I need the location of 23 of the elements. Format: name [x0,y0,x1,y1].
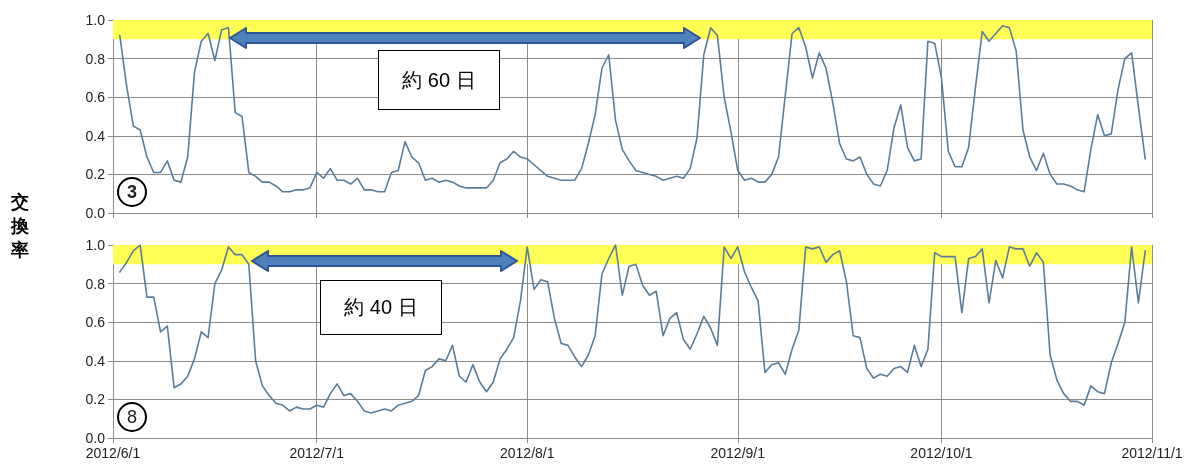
y-tick-label: 0.0 [85,205,106,221]
annotation: 約 60 日 [378,50,500,110]
x-tick-label: 2012/11/1 [1121,445,1183,461]
y-tick-label: 0.2 [85,391,106,408]
text: 3 [117,177,147,207]
y-tick-label: 0.8 [85,275,106,292]
y-tick-label: 0.0 [85,430,106,446]
x-tick-label: 2012/6/1 [85,445,141,461]
x-tick-label: 2012/8/1 [499,445,555,461]
x-tick-label: 2012/9/1 [710,445,766,461]
y-tick-label: 0.8 [85,50,106,67]
text: 8 [117,402,147,432]
y-axis-title: 交換率 [10,190,30,262]
y-tick-label: 0.6 [85,89,106,106]
y-tick-label: 0.6 [85,314,106,331]
y-tick-label: 1.0 [85,12,106,28]
annotation: 約 40 日 [320,280,442,335]
y-tick-label: 1.0 [85,237,106,253]
x-tick-label: 2012/10/1 [910,445,973,461]
y-tick-label: 0.4 [85,352,106,369]
y-tick-label: 0.2 [85,166,106,183]
x-tick-label: 2012/7/1 [289,445,345,461]
y-tick-label: 0.4 [85,127,106,144]
